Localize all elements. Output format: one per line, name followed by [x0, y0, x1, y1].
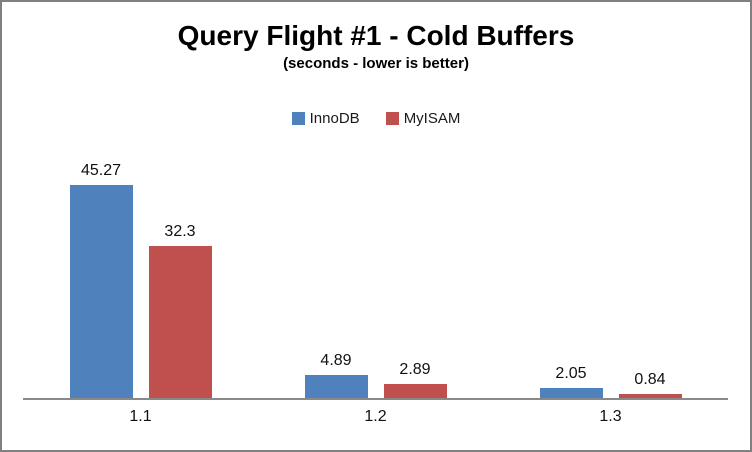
bar-group-1.3: 2.05 0.84	[493, 138, 728, 398]
value-label-myisam-1.1: 32.3	[164, 223, 196, 240]
category-label-1.3: 1.3	[599, 408, 622, 425]
value-label-innodb-1.1: 45.27	[80, 162, 122, 179]
plot-area: 45.27 32.3 4.89 2.89 2.05 0.84	[23, 138, 728, 400]
value-label-innodb-1.3: 2.05	[555, 365, 587, 382]
chart-subtitle: (seconds - lower is better)	[283, 55, 469, 72]
bar-innodb-1.1: 45.27	[69, 162, 133, 398]
legend-item-innodb: InnoDB	[291, 110, 360, 127]
bar-myisam-1.3: 0.84	[618, 371, 682, 398]
legend-label-myisam: MyISAM	[403, 110, 461, 127]
bar-group-1.2: 4.89 2.89	[258, 138, 493, 398]
category-label-1.2: 1.2	[364, 408, 387, 425]
chart-title: Query Flight #1 - Cold Buffers	[177, 20, 575, 51]
legend-swatch-myisam	[385, 112, 399, 125]
legend: InnoDB MyISAM	[2, 110, 750, 127]
value-label-myisam-1.2: 2.89	[399, 361, 431, 378]
bar-innodb-1.3: 2.05	[539, 365, 603, 398]
legend-item-myisam: MyISAM	[385, 110, 461, 127]
category-axis: 1.1 1.2 1.3	[23, 408, 728, 426]
category-label-1.1: 1.1	[129, 408, 152, 425]
value-label-innodb-1.2: 4.89	[320, 352, 352, 369]
legend-swatch-innodb	[291, 112, 305, 125]
bar-innodb-1.2: 4.89	[304, 352, 368, 398]
bar-myisam-1.1: 32.3	[148, 223, 212, 398]
bar-group-1.1: 45.27 32.3	[23, 138, 258, 398]
bar-myisam-1.2: 2.89	[383, 361, 447, 398]
legend-label-innodb: InnoDB	[309, 110, 360, 127]
value-label-myisam-1.3: 0.84	[634, 371, 666, 388]
